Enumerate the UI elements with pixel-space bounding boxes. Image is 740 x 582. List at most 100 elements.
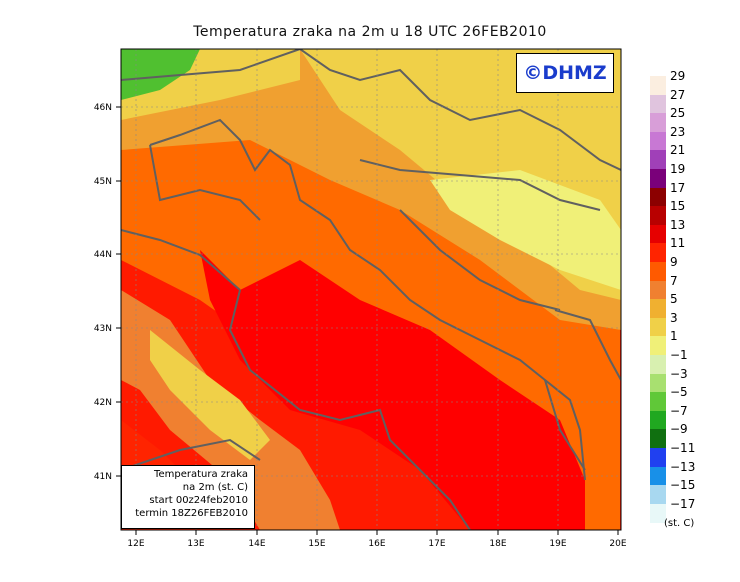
y-tick-42n: 42N: [94, 398, 112, 408]
legend-label: −7: [670, 403, 688, 418]
legend-swatch: [650, 355, 666, 374]
legend-entry: −9: [650, 422, 730, 449]
legend-swatch: [650, 94, 666, 114]
legend-label: −13: [670, 459, 696, 474]
legend-entry: 29: [650, 69, 730, 95]
y-tick-45n: 45N: [94, 177, 112, 187]
y-tick-labels: 46N 45N 44N 43N 42N 41N: [94, 103, 112, 482]
legend-label: 25: [670, 106, 686, 121]
legend-entry: 11: [650, 236, 730, 263]
legend-entry: 13: [650, 218, 730, 244]
legend-entry: −11: [650, 441, 730, 467]
legend-entry: −17: [650, 497, 730, 523]
legend-swatch: [650, 317, 666, 337]
legend-label: 11: [670, 236, 686, 251]
legend-label: −15: [670, 478, 696, 493]
dhmz-logo: ©DHMZ: [516, 53, 614, 93]
legend-swatch: [650, 503, 666, 523]
legend-swatch: [650, 336, 666, 356]
legend-entry: 19: [650, 162, 730, 188]
legend-entry: −1: [650, 348, 730, 374]
y-tick-41n: 41N: [94, 472, 112, 482]
x-tick-labels: 12E 13E 14E 15E 16E 17E 18E 19E 20E: [127, 539, 626, 549]
y-tick-46n: 46N: [94, 103, 112, 113]
x-tick-13e: 13E: [187, 539, 204, 549]
legend-swatch: [650, 169, 666, 188]
legend-entry: 23: [650, 125, 730, 151]
map-frame: [120, 48, 622, 531]
legend-label: 17: [670, 180, 686, 195]
legend-label: 27: [670, 87, 686, 102]
legend-label: 21: [670, 143, 686, 158]
legend-entry: −7: [650, 404, 730, 430]
legend-label: −11: [670, 441, 696, 455]
coastlines: [121, 49, 621, 530]
legend-swatch: [650, 243, 666, 263]
legend-entry: 7: [650, 274, 730, 300]
legend-entry: 27: [650, 88, 730, 114]
graticule: [121, 49, 621, 530]
y-tick-44n: 44N: [94, 250, 112, 260]
x-tick-16e: 16E: [368, 539, 385, 549]
legend-swatch: [650, 448, 666, 467]
legend-swatch: [650, 410, 666, 430]
legend-entry: 1: [650, 329, 730, 356]
legend-swatch: [650, 466, 666, 486]
legend-swatch: [650, 187, 666, 207]
legend-label: 1: [670, 329, 678, 344]
tick-marks: [116, 106, 619, 535]
legend-swatch: [650, 280, 666, 300]
legend-unit: (st. C): [664, 518, 695, 529]
legend-swatch: [650, 113, 666, 133]
info-line-1: Temperatura zraka: [154, 469, 248, 480]
legend-swatch: [650, 299, 666, 319]
legend-label: −17: [670, 496, 696, 511]
legend-label: 23: [670, 124, 686, 139]
x-tick-19e: 19E: [549, 539, 566, 549]
legend-swatch: [650, 206, 666, 226]
y-tick-43n: 43N: [94, 324, 112, 334]
legend-swatch: [650, 76, 666, 95]
x-tick-17e: 17E: [428, 539, 445, 549]
legend-entry: 3: [650, 311, 730, 337]
legend-swatch: [650, 392, 666, 412]
legend-swatch: [650, 224, 666, 244]
legend-swatch: [650, 150, 666, 170]
legend-label: 7: [670, 273, 678, 288]
legend-entry: 9: [650, 255, 730, 281]
legend-label: 3: [670, 310, 678, 325]
legend-label: −3: [670, 366, 688, 381]
x-tick-14e: 14E: [248, 539, 265, 549]
legend-label: 15: [670, 199, 686, 214]
legend-entry: −5: [650, 385, 730, 412]
legend-swatch: [650, 373, 666, 393]
legend-entry: 15: [650, 199, 730, 226]
x-tick-12e: 12E: [127, 539, 144, 549]
info-line-2: na 2m (st. C): [182, 482, 248, 493]
map-title: Temperatura zraka na 2m u 18 UTC 26FEB20…: [193, 24, 547, 40]
legend-swatch: [650, 485, 666, 505]
legend-entry: −13: [650, 460, 730, 486]
info-line-4: termin 18Z26FEB2010: [135, 508, 248, 519]
x-tick-20e: 20E: [609, 539, 626, 549]
legend-swatch: [650, 131, 666, 151]
legend-entry: 17: [650, 181, 730, 207]
legend-label: −5: [670, 385, 688, 400]
legend-swatch: [650, 429, 666, 449]
info-line-3: start 00z24feb2010: [149, 495, 248, 506]
legend-entry: −15: [650, 478, 730, 505]
temperature-field: [121, 49, 621, 530]
legend-entry: −3: [650, 367, 730, 393]
legend-label: 19: [670, 162, 686, 176]
x-tick-15e: 15E: [308, 539, 325, 549]
legend-entry: 5: [650, 292, 730, 319]
legend-swatch: [650, 262, 666, 281]
legend-entry: 25: [650, 106, 730, 133]
legend-label: −1: [670, 348, 688, 362]
info-box: Temperatura zraka na 2m (st. C) start 00…: [121, 465, 255, 529]
legend-entry: 21: [650, 143, 730, 170]
legend-label: 29: [670, 69, 686, 83]
legend-label: 5: [670, 292, 678, 307]
legend-label: 13: [670, 217, 686, 232]
